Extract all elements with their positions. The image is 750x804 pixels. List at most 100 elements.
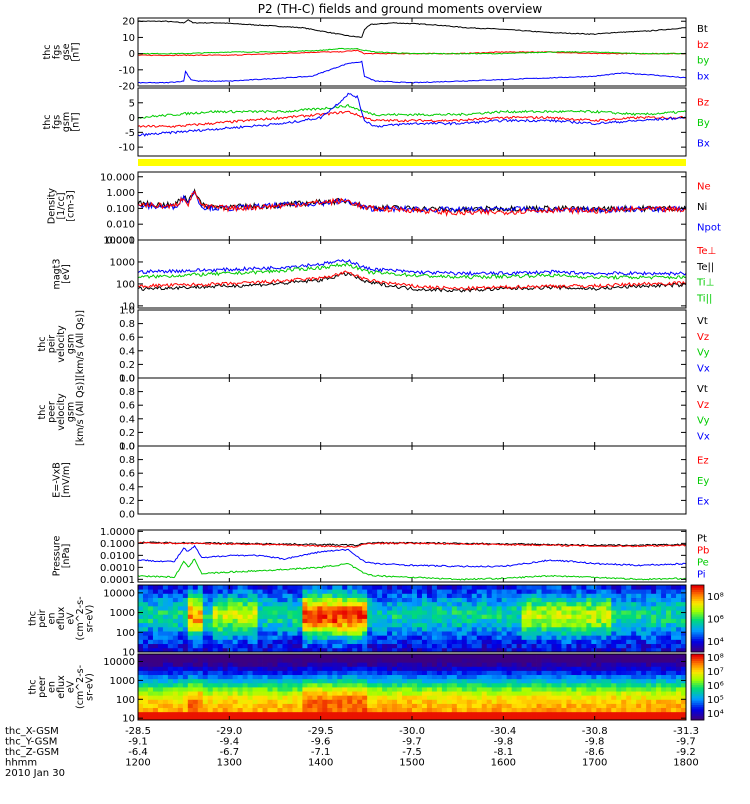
spectrogram-cell (387, 593, 393, 598)
spectrogram-cell (242, 631, 248, 636)
spectrogram-cell (307, 691, 313, 696)
spectrogram-cell (546, 631, 552, 636)
spectrogram-cell (147, 715, 154, 721)
spectrogram-cell (297, 654, 303, 659)
spectrogram-cell (536, 703, 542, 709)
spectrogram-cell (601, 670, 607, 676)
spectrogram-cell (322, 614, 328, 619)
spectrogram-cell (586, 639, 592, 645)
footer-value: -9.7 (402, 737, 422, 748)
spectrogram-cell (197, 715, 204, 721)
spectrogram-cell (551, 631, 557, 636)
spectrogram-cell (152, 666, 159, 671)
spectrogram-cell (237, 691, 244, 696)
spectrogram-cell (407, 597, 413, 603)
spectrogram-cell (671, 687, 677, 692)
spectrogram-cell (526, 711, 532, 717)
spectrogram-cell (656, 699, 662, 704)
spectrogram-cell (551, 687, 557, 692)
spectrogram-cell (357, 674, 363, 680)
spectrogram-cell (297, 682, 303, 688)
spectrogram-cell (476, 639, 483, 645)
spectrogram-cell (631, 695, 637, 700)
spectrogram-cell (257, 658, 263, 663)
spectrogram-cell (312, 585, 318, 590)
spectrogram-cell (501, 711, 508, 717)
spectrogram-cell (402, 699, 408, 704)
spectrogram-cell (641, 666, 647, 671)
spectrogram-cell (147, 610, 154, 615)
spectrogram-cell (192, 666, 199, 671)
spectrogram-cell (367, 585, 373, 590)
spectrogram-cell (461, 614, 468, 619)
spectrogram-cell (247, 662, 253, 667)
spectrogram-cell (426, 711, 433, 717)
spectrogram-cell (516, 682, 522, 688)
spectrogram-cell (222, 618, 229, 624)
spectrogram-cell (377, 626, 383, 632)
footer-value: -9.8 (494, 737, 514, 748)
spectrogram-cell (142, 614, 149, 619)
spectrogram-cell (302, 643, 308, 649)
spectrogram-cell (551, 654, 557, 659)
spectrogram-cell (516, 670, 522, 676)
spectrogram-cell (347, 601, 353, 607)
spectrogram-cell (671, 711, 677, 717)
spectrogram-cell (152, 589, 159, 594)
spectrogram-cell (556, 597, 562, 603)
spectrogram-cell (561, 639, 567, 645)
spectrogram-cell (436, 626, 443, 632)
spectrogram-cell (357, 678, 363, 684)
spectrogram-cell (192, 622, 199, 628)
spectrogram-cell (272, 658, 278, 663)
spectrogram-cell (536, 643, 542, 649)
spectrogram-cell (242, 601, 248, 607)
spectrogram-cell (591, 699, 597, 704)
spectrogram-cell (252, 682, 258, 688)
spectrogram-cell (561, 715, 567, 721)
spectrogram-cell (392, 643, 398, 649)
spectrogram-cell (172, 670, 179, 676)
spectrogram-cell (407, 703, 413, 709)
spectrogram-cell (297, 639, 303, 645)
spectrogram-cell (606, 703, 612, 709)
spectrogram-cell (162, 682, 169, 688)
spectrogram-cell (536, 610, 542, 615)
spectrogram-cell (282, 614, 288, 619)
spectrogram-cell (232, 715, 239, 721)
spectrogram-cell (456, 618, 463, 624)
spectrogram-cell (397, 631, 403, 636)
spectrogram-cell (501, 589, 508, 594)
spectrogram-cell (217, 707, 224, 713)
spectrogram-cell (611, 622, 617, 628)
spectrogram-cell (282, 618, 288, 624)
spectrogram-cell (247, 593, 253, 598)
y-tick-label: 1.000 (106, 188, 135, 199)
spectrogram-cell (177, 622, 184, 628)
spectrogram-cell (157, 593, 164, 598)
spectrogram-cell (312, 622, 318, 628)
spectrogram-cell (526, 703, 532, 709)
spectrogram-cell (476, 631, 483, 636)
spectrogram-cell (157, 682, 164, 688)
spectrogram-cell (586, 631, 592, 636)
spectrogram-cell (327, 691, 333, 696)
footer-value: -9.8 (585, 737, 605, 748)
spectrogram-cell (466, 643, 473, 649)
spectrogram-cell (372, 674, 378, 680)
spectrogram-cell (242, 687, 248, 692)
spectrogram-cell (307, 626, 313, 632)
spectrogram-cell (461, 593, 468, 598)
spectrogram-cell (571, 678, 577, 684)
spectrogram-cell (202, 635, 209, 640)
spectrogram-cell (571, 707, 577, 713)
spectrogram-cell (317, 654, 323, 659)
spectrogram-cell (421, 666, 428, 671)
spectrogram-cell (416, 666, 423, 671)
spectrogram-cell (212, 601, 219, 607)
colorbar-tick-label: 10⁷ (707, 667, 724, 678)
spectrogram-cell (257, 614, 263, 619)
spectrogram-cell (446, 678, 453, 684)
spectrogram-cell (257, 691, 263, 696)
